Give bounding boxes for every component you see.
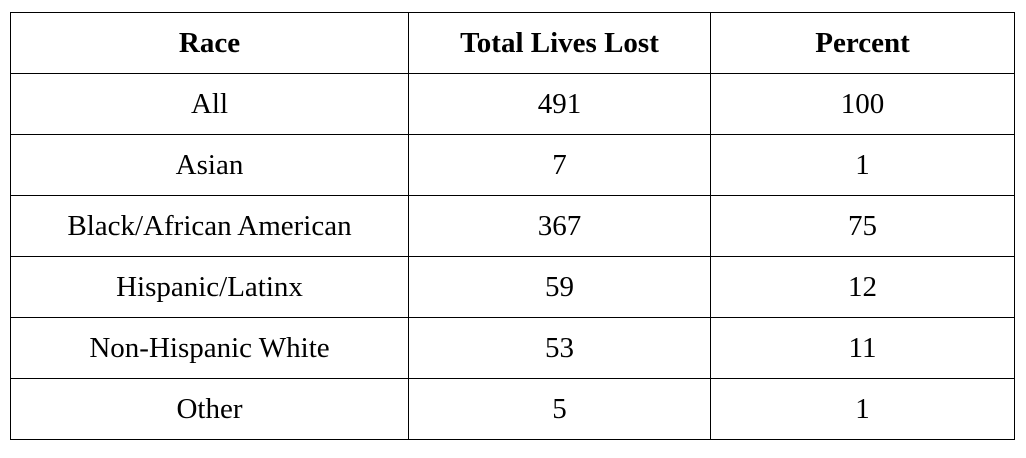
header-cell: Total Lives Lost [408, 12, 711, 74]
table-cell: 1 [710, 378, 1015, 440]
header-row: Race Total Lives Lost Percent [10, 12, 1015, 74]
table-cell: 75 [710, 195, 1015, 257]
table-cell: Other [10, 378, 409, 440]
header-cell: Percent [710, 12, 1015, 74]
table-cell: 5 [408, 378, 711, 440]
table-cell: 1 [710, 134, 1015, 196]
table-cell: 367 [408, 195, 711, 257]
table-row: Non-Hispanic White 53 11 [10, 317, 1015, 379]
table-row: All 491 100 [10, 73, 1015, 135]
table-cell: Asian [10, 134, 409, 196]
table-cell: All [10, 73, 409, 135]
table-cell: Non-Hispanic White [10, 317, 409, 379]
table-cell: Hispanic/Latinx [10, 256, 409, 318]
table-body: All 491 100 Asian 7 1 Black/African American 36… [10, 73, 1015, 440]
table-cell: Black/African American [10, 195, 409, 257]
table-cell: 59 [408, 256, 711, 318]
table-cell: 11 [710, 317, 1015, 379]
table-row: Hispanic/Latinx 59 12 [10, 256, 1015, 318]
table-row: Black/African American 367 75 [10, 195, 1015, 257]
table-cell: 7 [408, 134, 711, 196]
table-row: Asian 7 1 [10, 134, 1015, 196]
page: Race Total Lives Lost Percent All 491 100 Asi… [10, 12, 1015, 440]
table-cell: 12 [710, 256, 1015, 318]
table-cell: 100 [710, 73, 1015, 135]
table-cell: 491 [408, 73, 711, 135]
table-cell: 53 [408, 317, 711, 379]
header-cell: Race [10, 12, 409, 74]
table-row: Other 5 1 [10, 378, 1015, 440]
data-table: Race Total Lives Lost Percent All 491 100 Asi… [10, 12, 1015, 440]
